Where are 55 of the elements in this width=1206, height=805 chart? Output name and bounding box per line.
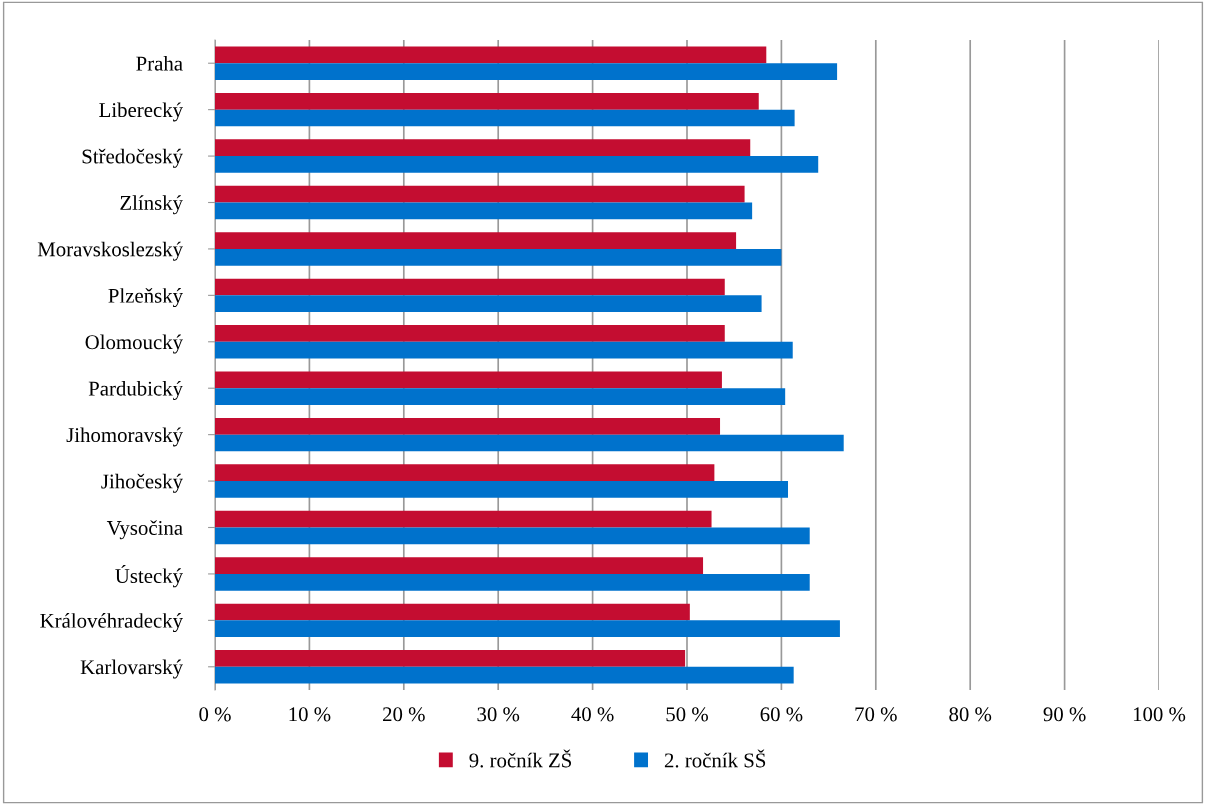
- bar: [215, 388, 786, 405]
- bar: [215, 620, 840, 638]
- x-tick-label: 50 %: [666, 707, 708, 722]
- y-tick-label: Liberecký: [99, 102, 183, 122]
- x-tick-label: 100 %: [1133, 707, 1186, 722]
- y-tick-label: Zlínský: [120, 195, 183, 215]
- bar: [215, 341, 793, 359]
- y-tick-label: Vysočina: [106, 520, 183, 540]
- bar: [215, 63, 838, 80]
- bar: [215, 325, 725, 342]
- bar: [215, 185, 745, 203]
- bar: [215, 527, 810, 545]
- bar: [215, 92, 759, 110]
- bar: [215, 109, 795, 127]
- y-tick-label: Středočeský: [82, 148, 183, 168]
- y-tick-label: Jihomoravský: [66, 427, 183, 447]
- y-tick-label: Moravskoslezský: [37, 241, 183, 261]
- legend-label: 2. ročník SŠ: [664, 749, 766, 768]
- bar: [215, 557, 704, 574]
- legend-label: 9. ročník ZŠ: [469, 749, 572, 768]
- y-tick-label: Praha: [136, 55, 183, 71]
- bar: [215, 434, 844, 452]
- bar: [215, 666, 794, 684]
- y-tick-label: Pardubický: [88, 380, 183, 400]
- bar: [215, 603, 690, 621]
- y-tick-label: Ústecký: [115, 565, 183, 588]
- bar: [215, 417, 721, 435]
- bar: [215, 248, 782, 266]
- x-tick-label: 90 %: [1043, 707, 1086, 722]
- bar: [215, 650, 686, 667]
- x-tick-label: 0 %: [199, 707, 231, 722]
- x-tick-label: 60 %: [760, 707, 803, 722]
- bar: [215, 156, 819, 173]
- bar: [215, 139, 751, 157]
- bar: [215, 510, 712, 528]
- bar: [215, 295, 762, 313]
- x-tick-label: 20 %: [383, 707, 425, 722]
- y-tick-label: Královéhradecký: [40, 613, 183, 633]
- y-tick-label: Jihočeský: [101, 473, 183, 493]
- x-tick-label: 80 %: [949, 707, 992, 722]
- bar: [215, 481, 789, 498]
- bar: [215, 46, 767, 64]
- bar: [215, 232, 737, 249]
- y-tick-label: Plzeňský: [108, 288, 183, 308]
- y-tick-label: Olomoucký: [85, 334, 183, 354]
- bar: [215, 202, 753, 220]
- x-tick-label: 30 %: [477, 707, 520, 722]
- y-tick-label: Karlovarský: [80, 659, 183, 679]
- x-tick-label: 70 %: [855, 707, 897, 722]
- bar: [215, 278, 725, 296]
- bar: [215, 464, 715, 482]
- bar: [215, 371, 722, 389]
- x-tick-label: 10 %: [289, 707, 331, 722]
- x-tick-label: 40 %: [571, 707, 614, 722]
- bar: [215, 573, 810, 591]
